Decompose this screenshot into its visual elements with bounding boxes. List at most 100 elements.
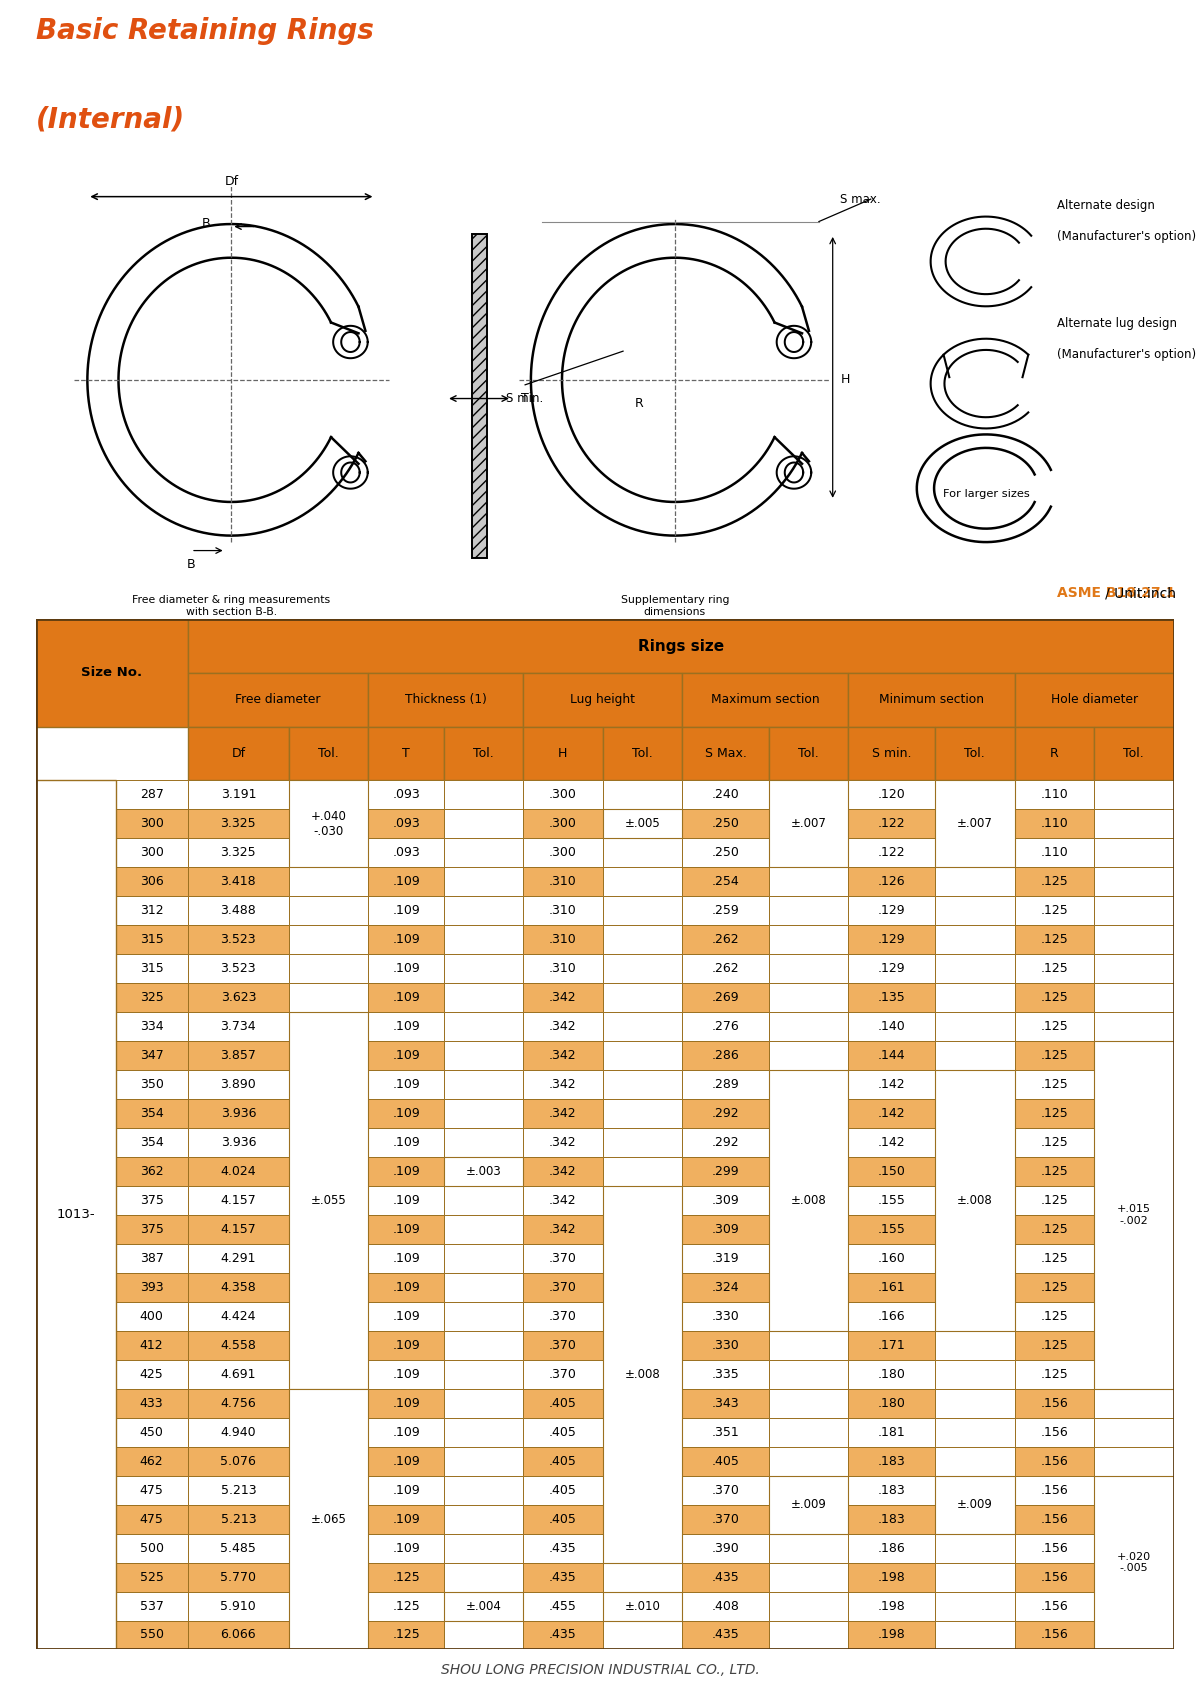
Bar [1014,1273,1094,1302]
Bar [682,781,769,809]
Text: / Unit:inch: / Unit:inch [1022,585,1176,601]
Bar [602,1215,682,1244]
Bar [935,1476,1014,1505]
Bar [682,1011,769,1040]
Bar [769,809,848,838]
Bar [602,1359,682,1388]
Text: H: H [558,747,568,760]
Text: .342: .342 [550,1049,577,1062]
Bar [769,726,848,781]
Bar [602,809,682,838]
Text: For larger sizes: For larger sizes [942,489,1030,499]
Text: (Manufacturer's option): (Manufacturer's option) [1057,348,1196,361]
Text: Df: Df [232,747,246,760]
Bar [1014,1359,1094,1388]
Text: .109: .109 [392,991,420,1005]
Bar [1014,1069,1094,1100]
Bar [769,1069,848,1100]
Text: .183: .183 [878,1512,906,1526]
Bar [682,925,769,954]
Text: 3.857: 3.857 [221,1049,257,1062]
Bar [523,1446,602,1476]
Bar [368,1621,444,1649]
Bar [115,954,187,983]
Text: .109: .109 [392,1425,420,1439]
Bar [523,838,602,867]
Text: ASME B18.27.1: ASME B18.27.1 [1057,585,1176,601]
Text: .120: .120 [878,787,906,801]
Text: B: B [202,217,211,231]
Bar [602,1592,682,1621]
Text: .109: .109 [392,1193,420,1207]
Text: 4.424: 4.424 [221,1310,256,1322]
Text: T: T [521,392,529,406]
Bar [36,619,187,726]
Bar [1014,674,1174,726]
Bar [115,1534,187,1563]
Bar [935,1244,1014,1273]
Bar [444,1330,523,1359]
Text: .129: .129 [878,933,906,945]
Text: .109: .109 [392,1483,420,1497]
Text: Tol.: Tol. [1123,747,1145,760]
Text: ±.007: ±.007 [956,816,992,830]
Text: .125: .125 [1040,1020,1068,1033]
Bar [289,1505,368,1534]
Text: ±.008: ±.008 [956,1193,992,1207]
Text: B: B [187,558,196,572]
Text: .299: .299 [712,1164,739,1178]
Bar [769,1359,848,1388]
Bar [769,1476,848,1534]
Bar [523,1359,602,1388]
Bar [602,1186,682,1215]
Text: ±.008: ±.008 [791,1193,827,1207]
Text: Hole diameter: Hole diameter [1050,694,1138,706]
Bar [682,954,769,983]
Bar [368,1417,444,1446]
Bar [115,1100,187,1129]
Text: .309: .309 [712,1193,739,1207]
Bar [1094,1302,1174,1330]
Bar [1094,726,1174,781]
Bar [368,867,444,896]
Bar [1014,1388,1094,1417]
Bar [368,809,444,838]
Text: ±.055: ±.055 [311,1193,347,1207]
Text: 475: 475 [139,1483,163,1497]
Bar [848,1359,935,1388]
Bar [848,1244,935,1273]
Bar [848,954,935,983]
Bar [444,726,523,781]
Text: .126: .126 [878,876,906,888]
Text: .150: .150 [877,1164,906,1178]
Bar [682,896,769,925]
Bar [1014,1563,1094,1592]
Text: .125: .125 [392,1570,420,1583]
Bar [444,1100,523,1129]
Bar [368,1330,444,1359]
Bar [444,1621,523,1649]
Bar [1014,1417,1094,1446]
Bar [848,809,935,838]
Text: 5.213: 5.213 [221,1483,256,1497]
Text: 3.488: 3.488 [221,905,257,916]
Bar [935,983,1014,1011]
Bar [1014,1621,1094,1649]
Bar [187,1534,289,1563]
Bar [289,1446,368,1476]
Text: .125: .125 [392,1600,420,1612]
Text: Tol.: Tol. [318,747,340,760]
Bar [848,674,1014,726]
Bar [368,838,444,867]
Bar [602,896,682,925]
Bar [368,1302,444,1330]
Bar [289,867,368,896]
Bar [682,809,769,838]
Text: 412: 412 [140,1339,163,1353]
Bar [115,1273,187,1302]
Bar [115,1359,187,1388]
Text: 4.358: 4.358 [221,1281,257,1293]
Bar [1094,1157,1174,1186]
Text: .405: .405 [548,1397,577,1410]
Text: ±.009: ±.009 [956,1498,992,1510]
